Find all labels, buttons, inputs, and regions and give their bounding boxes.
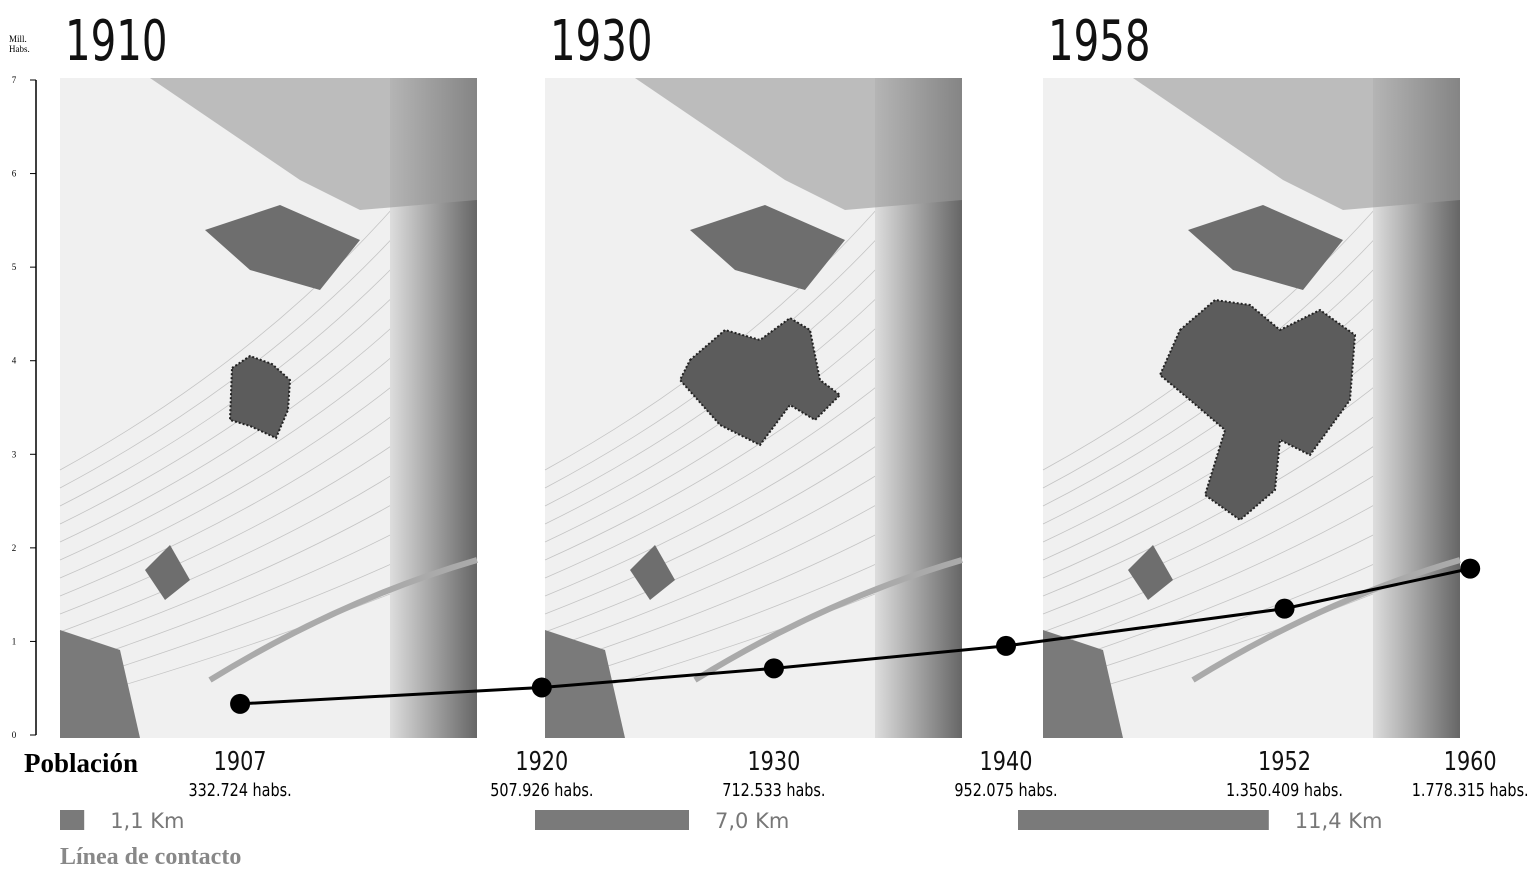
value-label: 712.533 habs.	[722, 779, 825, 800]
x-tick-label: 1920	[515, 746, 568, 777]
data-point	[764, 658, 784, 678]
infographic: 1910 1930 1958 0 1 2 3 4 5 6 7 Población 1907 1920 19…	[0, 0, 1537, 870]
contact-bar	[1018, 810, 1269, 830]
x-tick-label: 1940	[980, 746, 1033, 777]
contact-bar	[535, 810, 689, 830]
data-point	[230, 694, 250, 714]
x-tick-label: 1952	[1258, 746, 1311, 777]
y-axis-label: Mill. Habs.	[9, 34, 43, 54]
data-point	[1460, 559, 1480, 579]
y-tick-label: 3	[12, 449, 17, 459]
value-label: 507.926 habs.	[490, 779, 593, 800]
contact-label: 7,0 Km	[715, 809, 789, 833]
chart: 1910 1930 1958 0 1 2 3 4 5 6 7 Población 1907 1920 19…	[0, 0, 1537, 870]
map-title: 1958	[1048, 8, 1151, 73]
x-tick-label: 1960	[1444, 746, 1497, 777]
data-point	[996, 636, 1016, 656]
x-axis-label: Población	[24, 748, 138, 778]
y-tick-label: 1	[12, 636, 17, 646]
contact-line-title: Línea de contacto	[60, 844, 241, 870]
map-title: 1910	[65, 8, 168, 73]
y-tick-label: 7	[12, 75, 17, 85]
map-title: 1930	[550, 8, 653, 73]
data-point	[532, 677, 552, 697]
y-tick-label: 2	[12, 543, 17, 553]
y-tick-label: 6	[12, 169, 17, 179]
value-label: 952.075 habs.	[954, 779, 1057, 800]
x-tick-label: 1907	[214, 746, 267, 777]
value-label: 1.778.315 habs.	[1412, 779, 1529, 800]
y-tick-label: 0	[12, 730, 17, 740]
contact-label: 1,1 Km	[110, 809, 184, 833]
y-tick-label: 4	[12, 356, 17, 366]
value-label: 332.724 habs.	[189, 779, 292, 800]
data-point	[1275, 599, 1295, 619]
y-tick-label: 5	[12, 262, 17, 272]
x-tick-label: 1930	[747, 746, 800, 777]
contact-bar	[60, 810, 84, 830]
contact-label: 11,4 Km	[1295, 809, 1383, 833]
value-label: 1.350.409 habs.	[1226, 779, 1343, 800]
